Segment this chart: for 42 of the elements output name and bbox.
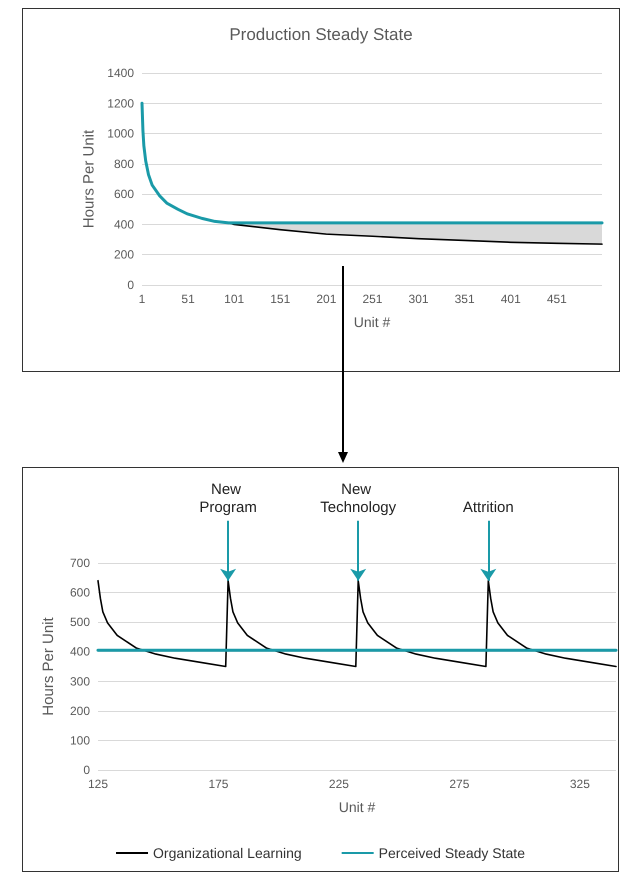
x-tick-label: 351	[454, 292, 475, 306]
x-tick-label: 175	[208, 777, 229, 791]
x-tick-label: 1	[138, 292, 146, 306]
x-axis-title: Unit #	[354, 314, 390, 330]
y-tick-label: 500	[70, 615, 90, 630]
y-tick-label: 0	[127, 278, 134, 292]
y-tick-label: 400	[114, 217, 134, 232]
y-tick-label: 300	[70, 674, 90, 688]
y-axis-title: Hours Per Unit	[80, 128, 98, 228]
y-tick-label: 200	[70, 704, 90, 718]
chart-title: Production Steady State	[229, 25, 413, 44]
x-tick-label: 451	[546, 292, 568, 306]
x-tick-label: 125	[88, 777, 108, 791]
x-tick-label: 51	[181, 292, 196, 306]
annotation: Attrition	[462, 499, 514, 516]
x-tick-label: 325	[570, 777, 590, 791]
annotation: New Program	[199, 481, 257, 516]
x-tick-label: 151	[270, 292, 291, 306]
x-tick-label: 251	[362, 292, 383, 306]
y-tick-label: 1400	[107, 66, 134, 80]
line-series	[140, 102, 604, 224]
y-tick-label: 0	[83, 763, 90, 777]
y-tick-label: 100	[70, 733, 90, 748]
legend-label: Organizational Learning	[153, 845, 302, 861]
x-tick-label: 301	[408, 292, 429, 306]
y-tick-label: 600	[70, 586, 90, 600]
x-tick-label: 401	[500, 292, 522, 306]
x-tick-label: 201	[316, 292, 337, 306]
y-tick-label: 400	[70, 644, 90, 659]
y-tick-label: 700	[70, 556, 90, 570]
y-tick-label: 600	[114, 187, 134, 202]
x-axis-title: Unit #	[338, 799, 376, 815]
x-tick-label: 225	[328, 777, 350, 791]
annotation: New Technology	[320, 481, 397, 516]
legend-label: Perceived Steady State	[378, 845, 526, 861]
x-tick-label: 101	[224, 292, 245, 306]
y-tick-label: 1200	[107, 96, 134, 110]
y-tick-label: 200	[114, 248, 134, 262]
y-tick-label: 1000	[107, 126, 134, 141]
x-tick-label: 275	[449, 777, 470, 791]
y-axis-title: Hours Per Unit	[40, 616, 57, 716]
y-tick-label: 800	[114, 156, 134, 171]
